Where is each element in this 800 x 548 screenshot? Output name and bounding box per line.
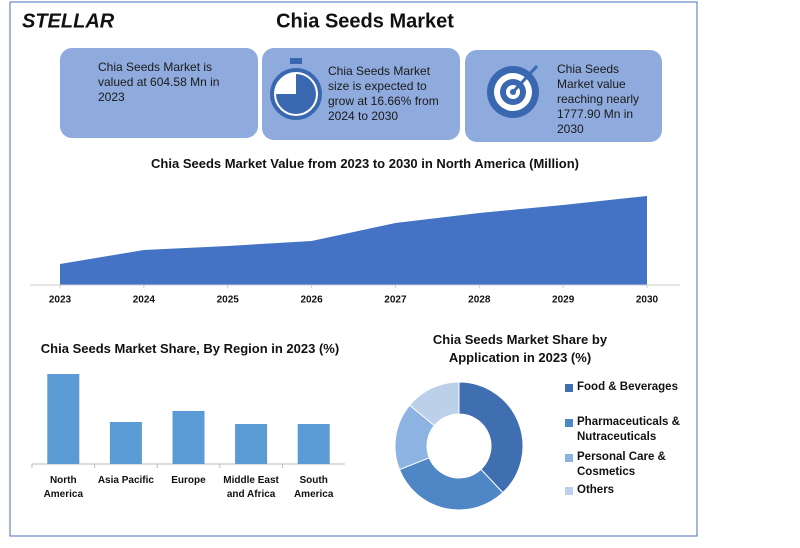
- x-tick-label: 2030: [636, 295, 659, 306]
- x-tick-label: 2023: [49, 295, 72, 306]
- x-tick-label: 2029: [552, 295, 575, 306]
- bar: [297, 424, 330, 464]
- legend-label: Food & Beverages: [577, 381, 678, 393]
- x-tick-label: North America: [43, 475, 84, 500]
- x-tick-label: Middle East and Africa: [223, 475, 279, 500]
- bar: [172, 411, 205, 464]
- donut-title: Chia Seeds Market Share by Application i…: [432, 332, 608, 365]
- legend-swatch: [565, 384, 573, 392]
- area-title: Chia Seeds Market Value from 2023 to 203…: [151, 156, 579, 171]
- x-tick-label: 2026: [300, 295, 323, 306]
- donut-slice: [398, 457, 504, 511]
- info-box: Chia Seeds Market size is expected to gr…: [262, 48, 460, 140]
- x-tick-label: 2028: [468, 295, 491, 306]
- x-tick-label: Asia Pacific: [97, 475, 154, 486]
- x-tick-label: 2025: [217, 295, 240, 306]
- x-tick-label: 2027: [384, 295, 407, 306]
- stopwatch-icon: [270, 58, 322, 120]
- bar: [109, 422, 142, 464]
- info-text: Chia Seeds Market is valued at 604.58 Mn…: [98, 60, 220, 104]
- x-tick-label: 2024: [133, 295, 156, 306]
- bar: [47, 374, 80, 464]
- x-tick-label: South America: [293, 475, 334, 500]
- info-box: Chia Seeds Market is valued at 604.58 Mn…: [60, 48, 258, 138]
- info-text: Chia Seeds Market size is expected to gr…: [328, 64, 439, 123]
- x-tick-label: Europe: [171, 475, 206, 486]
- frame: [9, 1, 698, 537]
- legend-label: Personal Care & Cosmetics: [577, 451, 666, 478]
- legend-swatch: [565, 419, 573, 427]
- target-icon: [487, 64, 539, 118]
- info-box: Chia Seeds Market value reaching nearly …: [465, 50, 662, 142]
- bar: [235, 424, 268, 464]
- info-text: Chia Seeds Market value reaching nearly …: [557, 62, 640, 136]
- legend-swatch: [565, 487, 573, 495]
- legend-label: Others: [577, 484, 615, 496]
- legend-swatch: [565, 454, 573, 462]
- donut-slice: [408, 381, 460, 427]
- legend-label: Pharmaceuticals & Nutraceuticals: [577, 416, 680, 443]
- donut-slice: [458, 381, 524, 494]
- logo: STELLAR: [22, 10, 115, 32]
- title: Chia Seeds Market: [276, 10, 454, 32]
- bar-title: Chia Seeds Market Share, By Region in 20…: [40, 341, 340, 356]
- area: [60, 196, 647, 285]
